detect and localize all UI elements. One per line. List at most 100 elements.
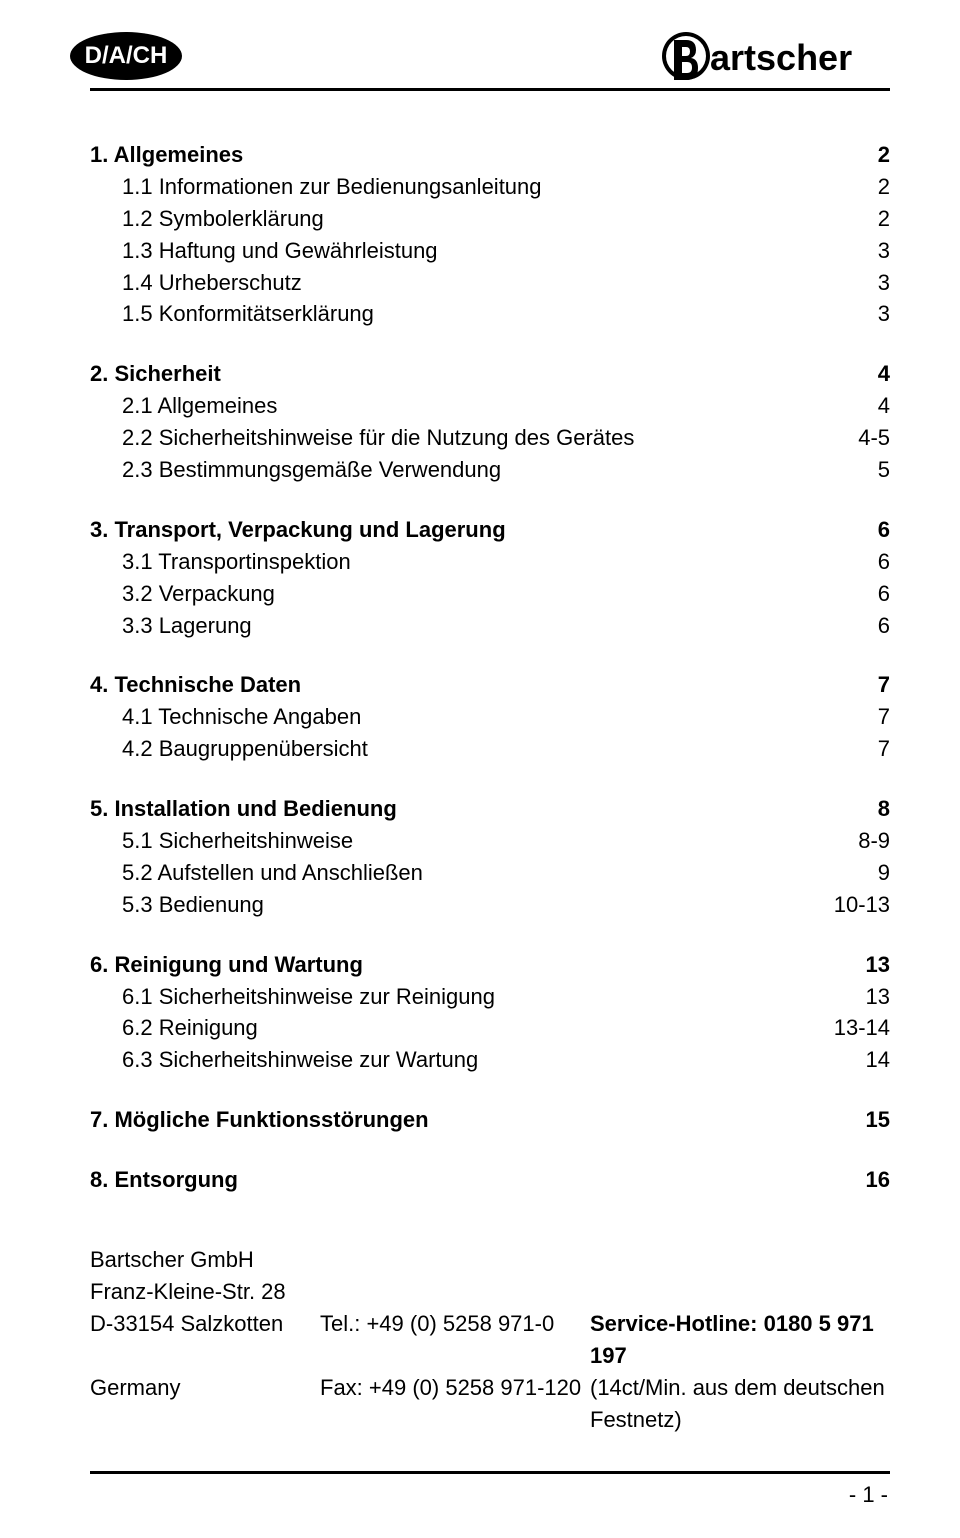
- toc-heading: 6. Reinigung und Wartung13: [90, 949, 890, 981]
- toc-item: 3.2 Verpackung6: [90, 578, 890, 610]
- toc-item: 4.1 Technische Angaben7: [90, 701, 890, 733]
- toc-item: 6.3 Sicherheitshinweise zur Wartung14: [90, 1044, 890, 1076]
- header-rule: [90, 88, 890, 91]
- toc-item-label: 4.2 Baugruppenübersicht: [90, 733, 820, 765]
- contact-row: Germany Fax: +49 (0) 5258 971-120 (14ct/…: [90, 1372, 890, 1436]
- toc-item-label: 5.1 Sicherheitshinweise: [90, 825, 820, 857]
- toc-group: 6. Reinigung und Wartung136.1 Sicherheit…: [90, 949, 890, 1077]
- toc-item-page: 4: [820, 390, 890, 422]
- toc-item-page: 8-9: [820, 825, 890, 857]
- toc-group: 4. Technische Daten74.1 Technische Angab…: [90, 669, 890, 765]
- toc-heading-label: 1. Allgemeines: [90, 139, 820, 171]
- toc-item-page: 2: [820, 171, 890, 203]
- toc-item: 2.1 Allgemeines4: [90, 390, 890, 422]
- toc-item-label: 3.3 Lagerung: [90, 610, 820, 642]
- toc-heading-label: 4. Technische Daten: [90, 669, 820, 701]
- contact-hotline: Service-Hotline: 0180 5 971 197: [590, 1308, 890, 1372]
- toc-item-label: 1.1 Informationen zur Bedienungsanleitun…: [90, 171, 820, 203]
- contact-tel: Tel.: +49 (0) 5258 971-0: [320, 1308, 590, 1372]
- toc-heading-page: 13: [820, 949, 890, 981]
- toc-item-label: 5.2 Aufstellen und Anschließen: [90, 857, 820, 889]
- toc-item-label: 1.4 Urheberschutz: [90, 267, 820, 299]
- brand-logo: artscher: [660, 30, 890, 82]
- toc-heading: 4. Technische Daten7: [90, 669, 890, 701]
- toc-item-page: 4-5: [820, 422, 890, 454]
- toc-heading-label: 2. Sicherheit: [90, 358, 820, 390]
- toc-group: 3. Transport, Verpackung und Lagerung63.…: [90, 514, 890, 642]
- bartscher-logo-icon: artscher: [660, 30, 890, 82]
- toc-item: 6.1 Sicherheitshinweise zur Reinigung13: [90, 981, 890, 1013]
- contact-hotline-note: (14ct/Min. aus dem deutschen Festnetz): [590, 1372, 890, 1436]
- contact-company: Bartscher GmbH: [90, 1244, 320, 1276]
- toc-item-label: 2.3 Bestimmungsgemäße Verwendung: [90, 454, 820, 486]
- toc-item-page: 6: [820, 610, 890, 642]
- toc-item-label: 3.2 Verpackung: [90, 578, 820, 610]
- toc-heading-label: 7. Mögliche Funktionsstörungen: [90, 1104, 820, 1136]
- toc-heading-page: 16: [820, 1164, 890, 1196]
- toc-item: 3.1 Transportinspektion6: [90, 546, 890, 578]
- brand-text: artscher: [710, 37, 852, 78]
- footer-rule: [90, 1471, 890, 1474]
- toc-heading-label: 8. Entsorgung: [90, 1164, 820, 1196]
- toc-item-label: 1.2 Symbolerklärung: [90, 203, 820, 235]
- toc-item-page: 13-14: [820, 1012, 890, 1044]
- toc-item: 2.2 Sicherheitshinweise für die Nutzung …: [90, 422, 890, 454]
- toc-heading-label: 5. Installation und Bedienung: [90, 793, 820, 825]
- toc-heading-label: 6. Reinigung und Wartung: [90, 949, 820, 981]
- page-number: - 1 -: [90, 1482, 890, 1508]
- toc-item-label: 2.2 Sicherheitshinweise für die Nutzung …: [90, 422, 820, 454]
- toc-item: 5.1 Sicherheitshinweise8-9: [90, 825, 890, 857]
- toc-group: 1. Allgemeines21.1 Informationen zur Bed…: [90, 139, 890, 330]
- toc-heading: 8. Entsorgung16: [90, 1164, 890, 1196]
- toc-item: 1.1 Informationen zur Bedienungsanleitun…: [90, 171, 890, 203]
- contact-fax: Fax: +49 (0) 5258 971-120: [320, 1372, 590, 1436]
- toc-item-page: 3: [820, 267, 890, 299]
- toc-item-page: 9: [820, 857, 890, 889]
- toc-item-page: 3: [820, 235, 890, 267]
- toc-heading-page: 8: [820, 793, 890, 825]
- toc-heading: 2. Sicherheit4: [90, 358, 890, 390]
- toc-item: 1.5 Konformitätserklärung3: [90, 298, 890, 330]
- toc-item-page: 13: [820, 981, 890, 1013]
- toc-item-label: 2.1 Allgemeines: [90, 390, 820, 422]
- toc-item-label: 6.2 Reinigung: [90, 1012, 820, 1044]
- toc-item-page: 6: [820, 578, 890, 610]
- header: D/A/CH artscher: [90, 30, 890, 88]
- toc-item-label: 6.3 Sicherheitshinweise zur Wartung: [90, 1044, 820, 1076]
- toc-item-page: 2: [820, 203, 890, 235]
- toc-item: 3.3 Lagerung6: [90, 610, 890, 642]
- toc-item-label: 5.3 Bedienung: [90, 889, 820, 921]
- language-badge-text: D/A/CH: [85, 42, 168, 70]
- contact-country: Germany: [90, 1372, 320, 1436]
- toc-item-label: 1.5 Konformitätserklärung: [90, 298, 820, 330]
- toc-group: 2. Sicherheit42.1 Allgemeines42.2 Sicher…: [90, 358, 890, 486]
- contact-row: D-33154 Salzkotten Tel.: +49 (0) 5258 97…: [90, 1308, 890, 1372]
- toc-item-label: 6.1 Sicherheitshinweise zur Reinigung: [90, 981, 820, 1013]
- toc-heading-page: 7: [820, 669, 890, 701]
- contact-block: Bartscher GmbH Franz-Kleine-Str. 28 D-33…: [90, 1244, 890, 1435]
- toc-item-label: 4.1 Technische Angaben: [90, 701, 820, 733]
- toc-heading-label: 3. Transport, Verpackung und Lagerung: [90, 514, 820, 546]
- toc-item-page: 6: [820, 546, 890, 578]
- toc-item: 1.2 Symbolerklärung2: [90, 203, 890, 235]
- page: D/A/CH artscher 1. Allgemeines21.1 Infor…: [0, 0, 960, 1538]
- contact-row: Franz-Kleine-Str. 28: [90, 1276, 890, 1308]
- toc-item: 4.2 Baugruppenübersicht7: [90, 733, 890, 765]
- contact-row: Bartscher GmbH: [90, 1244, 890, 1276]
- toc-item-page: 7: [820, 733, 890, 765]
- toc-heading-page: 6: [820, 514, 890, 546]
- toc-item: 6.2 Reinigung13-14: [90, 1012, 890, 1044]
- toc-item: 2.3 Bestimmungsgemäße Verwendung5: [90, 454, 890, 486]
- toc-item-label: 1.3 Haftung und Gewährleistung: [90, 235, 820, 267]
- toc-heading: 7. Mögliche Funktionsstörungen15: [90, 1104, 890, 1136]
- toc-heading: 1. Allgemeines2: [90, 139, 890, 171]
- toc-group: 7. Mögliche Funktionsstörungen15: [90, 1104, 890, 1136]
- toc-item: 1.3 Haftung und Gewährleistung3: [90, 235, 890, 267]
- contact-street: Franz-Kleine-Str. 28: [90, 1276, 320, 1308]
- toc-item-page: 7: [820, 701, 890, 733]
- toc-group: 8. Entsorgung16: [90, 1164, 890, 1196]
- toc-heading: 3. Transport, Verpackung und Lagerung6: [90, 514, 890, 546]
- toc-item: 1.4 Urheberschutz3: [90, 267, 890, 299]
- toc-item-page: 3: [820, 298, 890, 330]
- table-of-contents: 1. Allgemeines21.1 Informationen zur Bed…: [90, 139, 890, 1224]
